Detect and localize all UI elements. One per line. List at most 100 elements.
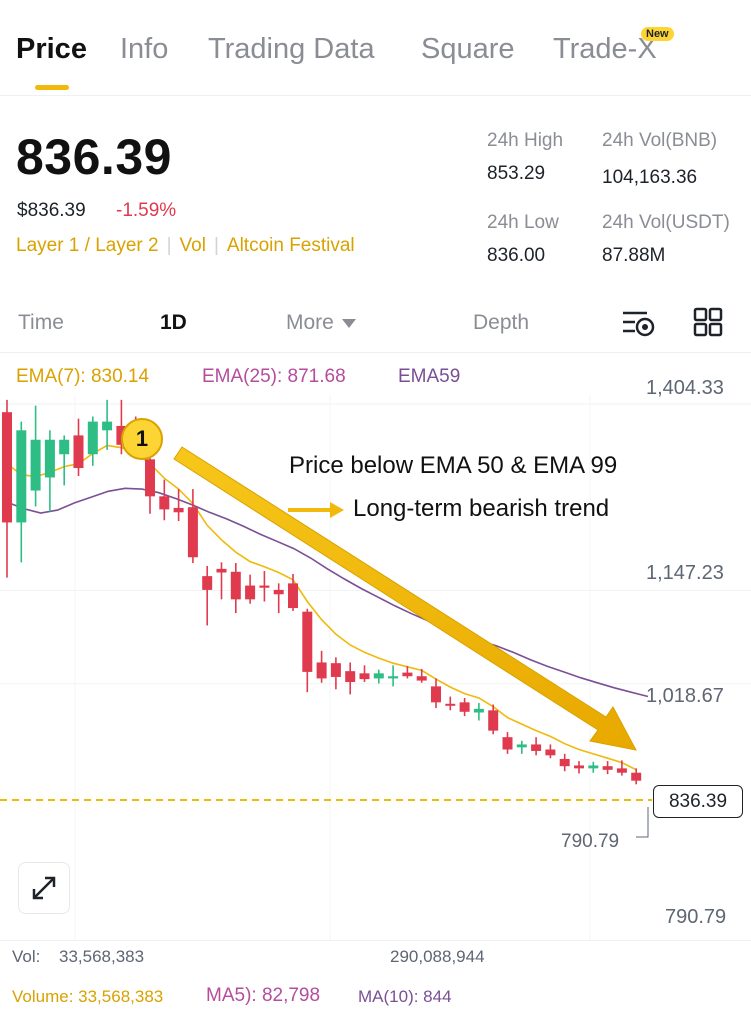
y-tick-mid: 1,147.23 [646,562,724,584]
tag-vol[interactable]: Vol [179,235,206,256]
candle-body [516,744,527,748]
fullscreen-button[interactable] [18,862,70,914]
candle-body [359,673,370,680]
candle [44,430,55,512]
price-usd: $836.39 [17,200,86,221]
expand-icon [32,876,56,900]
candle-body [459,702,470,712]
ma10-readout: MA(10): 844 [358,987,452,1006]
vol-usdt-label: 24h Vol(USDT) [602,212,730,233]
trend-annotation [173,446,637,751]
divider [0,352,751,353]
candle [616,760,627,776]
indicator-settings-icon[interactable] [621,308,655,338]
candle-body [602,766,613,770]
candle-body [173,507,184,513]
candle [431,678,441,709]
candle-body [531,744,542,751]
candle [516,740,527,754]
tag-list: Layer 1 / Layer 2 | Vol | Altcoin Festival [16,235,355,257]
candle [373,669,384,684]
y-tick-bottom: 790.79 [665,906,727,928]
depth-button[interactable]: Depth [473,311,530,334]
tab-price[interactable]: Price [16,33,87,65]
min-price-marker: 790.79 [561,831,620,852]
tab-square[interactable]: Square [421,33,515,65]
tab-trade-x[interactable]: Trade-X [553,33,657,65]
candle [588,761,599,773]
high-label: 24h High [487,130,564,151]
grid-layout-icon[interactable] [693,307,723,337]
candle [316,650,327,683]
candle-body [288,583,298,609]
more-button[interactable]: More [286,311,356,335]
candle-body [402,672,413,677]
candle [16,421,27,563]
candle [531,737,542,756]
candle [259,571,270,602]
ema25-line [6,487,649,698]
candle-body [187,507,198,558]
candle [288,573,298,611]
candle-body [30,439,41,491]
current-price-tag: 836.39 [653,785,743,818]
vol-bnb-value: 104,163.36 [602,167,698,188]
candle [145,449,155,514]
candle-body [2,412,12,523]
interval-1d-button[interactable]: 1D [160,311,187,334]
candle [631,768,642,785]
candle-body [616,768,627,773]
annotation-line-1: Price below EMA 50 & EMA 99 [289,452,618,479]
candle-body [545,749,556,756]
ema7-line [6,444,637,771]
candle-body [388,676,399,679]
candle-body [445,703,456,706]
candle [416,668,427,683]
candle [87,416,98,466]
candle [402,666,413,679]
candle-body [330,663,341,677]
candle-body [559,758,570,767]
candle-body [316,662,327,679]
candle-body [416,676,427,681]
vol-value: 33,568,383 [59,947,145,966]
candle [102,399,113,450]
candle-body [230,571,241,600]
candle [230,563,241,614]
min-price-leader [636,807,649,838]
tag-separator: | [166,235,172,256]
tab-info[interactable]: Info [120,33,169,65]
candle [359,665,370,683]
candle [545,744,556,759]
active-tab-indicator [35,85,69,90]
vol-label: Vol: [12,947,41,966]
divider [0,95,751,96]
price-change: -1.59% [116,200,177,221]
caret-down-icon [341,318,356,328]
tag-altcoin-festival[interactable]: Altcoin Festival [226,235,355,256]
low-label: 24h Low [487,212,559,233]
candle-body [44,439,55,478]
candle-body [145,459,155,497]
candle [2,399,12,578]
candle-body [373,673,384,679]
time-button[interactable]: Time [18,311,64,334]
tab-trading-data[interactable]: Trading Data [208,33,375,65]
candle [502,732,513,754]
candle [30,405,41,507]
candle-body [631,772,642,781]
candle-body [345,671,356,683]
vol-usdt-value: 87.88M [602,245,666,266]
new-badge: New [641,27,674,41]
candle-body [502,737,513,750]
candle-body [302,611,313,672]
candle [473,703,484,721]
candle-body [73,435,84,469]
candle [602,761,613,775]
y-tick-low: 1,018.67 [646,685,724,707]
chart-grid [0,395,751,940]
bearish-trend-arrow [173,446,637,751]
ema59-legend: EMA59 [398,366,461,387]
tag-layer[interactable]: Layer 1 / Layer 2 [16,235,159,256]
candle-body [102,421,113,431]
